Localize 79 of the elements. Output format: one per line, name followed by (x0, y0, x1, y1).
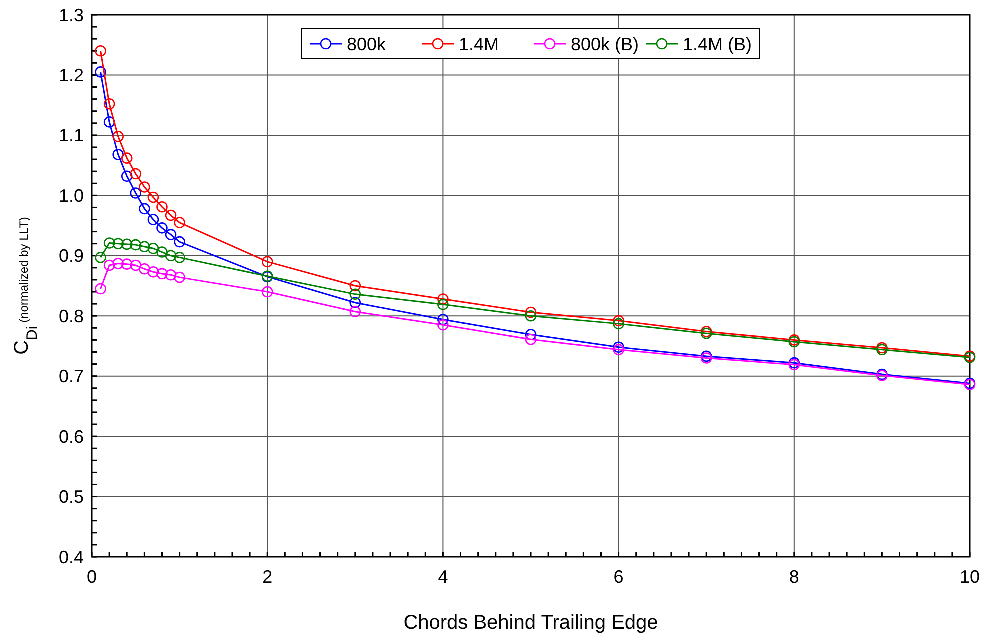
point (130, 239, 142, 251)
point (139, 203, 150, 215)
point (438, 294, 449, 305)
y-tick-label: 0.9 (58, 246, 84, 266)
point (156, 268, 168, 280)
point (165, 250, 177, 262)
point (130, 188, 142, 199)
point (438, 299, 449, 310)
point (139, 241, 150, 253)
point (350, 297, 362, 309)
legend-label: 1.4M (459, 34, 500, 54)
y-tick-label: 1.3 (58, 5, 84, 26)
point (139, 263, 150, 275)
y-tick-label: 1.1 (58, 126, 84, 146)
point (165, 210, 177, 222)
point (174, 252, 186, 264)
point (121, 238, 133, 250)
point (174, 272, 186, 284)
y-tick-label: 1.0 (58, 186, 84, 206)
point (112, 258, 124, 270)
point (525, 329, 537, 340)
point (262, 256, 274, 268)
point (156, 201, 168, 213)
point (613, 315, 624, 327)
x-axis-title: Chords Behind Trailing Edge (404, 612, 658, 634)
x-tick-label: 2 (262, 567, 273, 587)
point (104, 260, 116, 272)
point (148, 266, 160, 278)
point (130, 260, 142, 272)
point (112, 238, 124, 250)
point (156, 246, 168, 258)
y-tick-label: 0.6 (58, 426, 84, 447)
point (148, 192, 160, 204)
point (156, 222, 168, 234)
legend-label: 800k (347, 34, 388, 54)
point (130, 168, 142, 180)
y-tick-label: 0.7 (58, 366, 84, 387)
y-tick-label: 1.2 (58, 66, 84, 86)
x-tick-label: 6 (614, 567, 624, 587)
point (121, 170, 133, 182)
x-tick-label: 8 (789, 567, 800, 587)
point (112, 149, 124, 160)
point (525, 310, 537, 322)
point (139, 182, 150, 193)
point (350, 288, 362, 300)
point (148, 214, 160, 226)
point (613, 318, 624, 330)
point (262, 286, 274, 298)
point (95, 45, 106, 57)
point (95, 252, 106, 264)
point (165, 270, 177, 281)
point (112, 131, 124, 142)
point (613, 344, 624, 356)
point (174, 236, 186, 248)
point (438, 314, 449, 326)
point (350, 280, 362, 292)
point (121, 152, 133, 164)
point (165, 229, 177, 240)
point (104, 98, 116, 110)
point (525, 334, 537, 346)
point (438, 319, 449, 331)
point (95, 283, 106, 295)
point (121, 258, 133, 270)
point (525, 306, 537, 318)
point (104, 116, 116, 128)
legend-label: 1.4M (B) (683, 34, 752, 54)
x-tick-label: 4 (438, 567, 448, 587)
point (350, 306, 362, 318)
legend-label: 800k (B) (571, 34, 640, 54)
point (148, 243, 160, 254)
x-tick-label: 10 (960, 567, 980, 587)
x-tick-label: 0 (86, 567, 98, 587)
point (95, 66, 106, 78)
point (174, 217, 186, 228)
y-tick-label: 0.5 (58, 487, 84, 508)
y-tick-label: 0.8 (58, 306, 84, 326)
y-tick-label: 0.4 (58, 547, 84, 568)
point (613, 342, 624, 354)
point (104, 238, 116, 249)
